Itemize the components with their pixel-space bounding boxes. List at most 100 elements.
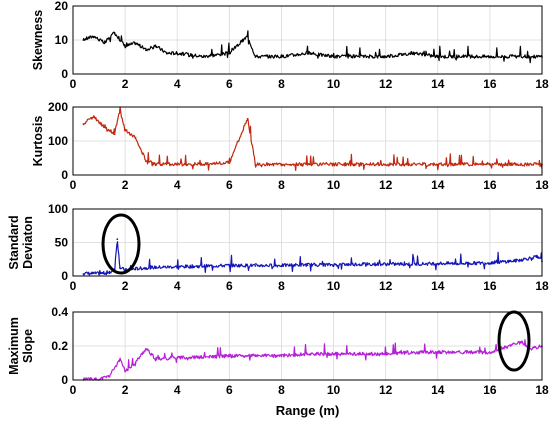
data-point <box>306 353 309 356</box>
data-point <box>384 353 387 356</box>
x-tick-label: 2 <box>122 383 129 397</box>
x-tick-label: 18 <box>535 383 549 397</box>
y-axis-label-line: Deviaton <box>21 216 35 269</box>
data-point <box>119 109 121 112</box>
data-point <box>134 42 137 45</box>
x-tick-label: 18 <box>535 178 549 192</box>
data-point <box>254 163 257 166</box>
data-point <box>488 163 491 166</box>
panel-4: 0 2 4 6 8 10 12 14 16 18 0 0.2 0.4 MaximumSlope Range … <box>7 305 549 418</box>
data-point <box>410 263 413 266</box>
x-axis-label: Range (m) <box>276 403 340 418</box>
data-point <box>176 357 179 359</box>
data-point <box>145 49 147 52</box>
data-point <box>515 260 517 263</box>
data-point <box>124 129 127 132</box>
data-point <box>332 163 335 166</box>
data-point <box>82 273 85 275</box>
data-point <box>246 35 249 38</box>
series-line <box>82 339 543 381</box>
x-tick-label: 10 <box>327 178 341 192</box>
x-tick-label: 14 <box>431 77 445 91</box>
y-tick-label: 0 <box>61 67 68 81</box>
data-point <box>515 163 517 166</box>
plot-frame <box>72 5 543 75</box>
x-tick-label: 10 <box>327 77 341 91</box>
x-tick-label: 2 <box>122 279 129 293</box>
data-point <box>155 163 158 166</box>
series-line <box>83 241 543 276</box>
data-point <box>103 126 106 129</box>
x-tick-label: 4 <box>174 383 181 397</box>
x-tick-label: 14 <box>431 279 445 293</box>
data-point <box>254 265 257 267</box>
data-point <box>436 263 439 265</box>
data-point <box>176 52 179 55</box>
data-point <box>113 133 116 136</box>
data-point <box>228 162 231 165</box>
data-point <box>82 123 85 125</box>
data-point <box>202 265 205 268</box>
data-point <box>358 263 361 266</box>
data-point <box>254 56 257 58</box>
x-tick-label: 6 <box>226 279 233 293</box>
data-point <box>515 56 517 58</box>
data-point <box>124 370 127 373</box>
data-point <box>92 116 95 119</box>
data-point <box>119 358 121 361</box>
y-tick-label: 0.4 <box>51 305 68 319</box>
x-tick-label: 12 <box>379 77 393 91</box>
data-point <box>246 118 249 120</box>
data-point <box>145 160 147 163</box>
panel-3: 0 2 4 6 8 10 12 14 16 18 0 50 100 StandardDeviaton <box>7 202 549 293</box>
data-point <box>488 56 491 58</box>
data-point <box>119 267 121 269</box>
data-point <box>228 52 231 55</box>
y-tick-label: 0 <box>61 373 68 387</box>
data-point <box>358 56 361 58</box>
data-point <box>202 56 205 58</box>
data-point <box>520 341 523 344</box>
x-tick-label: 12 <box>379 383 393 397</box>
data-point <box>462 263 465 265</box>
y-axis-label: StandardDeviaton <box>7 215 35 269</box>
x-tick-label: 4 <box>174 178 181 192</box>
data-point <box>358 163 361 166</box>
data-point <box>82 39 85 41</box>
x-tick-label: 10 <box>327 383 341 397</box>
data-point <box>306 264 309 267</box>
data-point <box>280 265 283 267</box>
data-point <box>150 267 153 269</box>
data-point <box>462 351 465 354</box>
data-point <box>108 375 111 378</box>
data-point <box>254 355 257 358</box>
plot-frame <box>72 106 543 176</box>
x-tick-label: 16 <box>483 279 497 293</box>
data-point <box>280 355 283 358</box>
x-tick-label: 14 <box>431 178 445 192</box>
x-tick-label: 6 <box>226 178 233 192</box>
highlight-ellipse <box>101 213 141 275</box>
x-tick-label: 4 <box>174 279 181 293</box>
data-point <box>410 163 413 166</box>
plot-frame <box>72 311 543 381</box>
data-point <box>436 163 439 166</box>
data-point <box>332 353 335 356</box>
data-point <box>332 56 335 58</box>
x-tick-label: 16 <box>483 178 497 192</box>
highlight-ellipse <box>497 310 531 372</box>
series-line <box>82 30 543 64</box>
series-line <box>82 106 543 171</box>
x-tick-label: 0 <box>70 178 77 192</box>
y-tick-label: 10 <box>55 33 69 47</box>
x-tick-label: 0 <box>70 383 77 397</box>
x-tick-label: 2 <box>122 178 129 192</box>
data-point <box>332 264 335 267</box>
data-point <box>202 357 205 359</box>
data-point <box>410 351 413 354</box>
y-tick-label: 100 <box>48 134 68 148</box>
data-point <box>228 355 231 358</box>
x-tick-label: 0 <box>70 279 77 293</box>
